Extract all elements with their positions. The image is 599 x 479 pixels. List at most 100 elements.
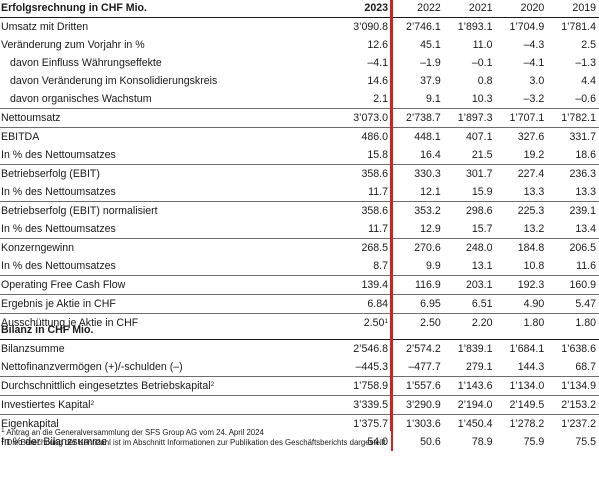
value-cell: –3.2 — [523, 93, 545, 105]
value-cell: 486.0 — [333, 127, 393, 146]
row-label: Betriebserfolg (EBIT) — [0, 164, 333, 183]
value-cell: 2’194.0 — [443, 395, 496, 415]
value-cell: 1’450.4 — [443, 414, 496, 433]
table-row: Nettofinanzvermögen (+)/-schulden (–) –44… — [0, 358, 599, 377]
value-cell: 236.3 — [547, 164, 599, 183]
value-cell: 116.9 — [392, 275, 444, 295]
table-row: Operating Free Cash Flow 139.4 116.9 203.1 1… — [0, 275, 599, 295]
value-cell: –1.3 — [575, 57, 596, 69]
value-cell: 1’897.3 — [443, 108, 496, 128]
value-cell: 54.0 — [333, 433, 393, 451]
value-cell: 78.9 — [471, 436, 493, 448]
row-label: Nettoumsatz — [0, 108, 333, 128]
value-cell: 21.5 — [471, 149, 493, 161]
value-cell: 2’153.2 — [547, 395, 599, 415]
table-row: Durchschnittlich eingesetztes Betriebska… — [0, 376, 599, 396]
year-header-2022: 2022 — [392, 0, 444, 18]
value-cell: 1’143.6 — [443, 376, 496, 396]
value-cell: 1’758.9 — [333, 376, 393, 396]
value-cell: 160.9 — [547, 275, 599, 295]
value-cell: 1’134.0 — [495, 376, 548, 396]
table-row: Ergebnis je Aktie in CHF 6.84 6.95 6.51 4.90… — [0, 294, 599, 314]
value-cell: 279.1 — [465, 361, 493, 373]
value-cell: 12.1 — [420, 186, 441, 198]
value-cell: 15.9 — [471, 186, 493, 198]
value-cell: –0.6 — [575, 93, 596, 105]
balance-sheet-table: Bilanz in CHF Mio. Bilanzsumme 2’546.8 2’5… — [0, 322, 599, 451]
value-cell: 12.9 — [420, 223, 441, 235]
row-label: In % des Nettoumsatzes — [1, 260, 116, 272]
value-cell: 270.6 — [392, 238, 444, 257]
value-cell: 2’574.2 — [405, 343, 441, 355]
value-cell: 225.3 — [495, 201, 548, 220]
value-cell: –0.1 — [471, 57, 493, 69]
value-cell: 68.7 — [575, 361, 596, 373]
value-cell: 2’149.5 — [495, 395, 548, 415]
value-cell: 1’707.1 — [495, 108, 548, 128]
table-row: In % der Bilanzsumme 54.0 50.6 78.9 75.9 75.5 — [0, 433, 599, 451]
value-cell: –4.1 — [333, 54, 393, 72]
value-cell: 358.6 — [333, 164, 393, 183]
value-cell: 2’738.7 — [392, 108, 444, 128]
value-cell: 11.7 — [333, 220, 393, 239]
table-row: Eigenkapital 1’375.7 1’303.6 1’450.4 1’278.2… — [0, 414, 599, 433]
value-cell: 353.2 — [392, 201, 444, 220]
value-cell: 1’893.1 — [457, 21, 493, 33]
value-cell: 331.7 — [547, 127, 599, 146]
value-cell: 1’237.2 — [547, 414, 599, 433]
balance-section-title: Bilanz in CHF Mio. — [0, 322, 333, 340]
value-cell: 0.8 — [477, 75, 493, 87]
value-cell: 1’638.6 — [561, 343, 596, 355]
value-cell: 6.95 — [392, 294, 444, 314]
value-cell: 8.7 — [333, 257, 393, 276]
footnote-1: 1 Antrag an die Generalversammlung der S… — [1, 427, 264, 437]
value-cell: 203.1 — [443, 275, 496, 295]
income-header-row: Erfolgsrechnung in CHF Mio. 2023 2022 20… — [0, 0, 599, 18]
row-label: In % des Nettoumsatzes — [1, 149, 116, 161]
table-row: Konzerngewinn 268.5 270.6 248.0 184.8 206.5 — [0, 238, 599, 257]
value-cell: –4.3 — [523, 39, 545, 51]
value-cell: 13.4 — [575, 223, 596, 235]
value-cell: 227.4 — [495, 164, 548, 183]
balance-header-row: Bilanz in CHF Mio. — [0, 322, 599, 340]
value-cell: 184.8 — [495, 238, 548, 257]
table-row: Investiertes Kapital2 3’339.5 3’290.9 2’194… — [0, 395, 599, 415]
value-cell: 1’375.7 — [333, 414, 393, 433]
footnotes: 1 Antrag an die Generalversammlung der S… — [1, 427, 386, 448]
row-label: davon Veränderung im Konsolidierungskrei… — [10, 75, 218, 87]
value-cell: 13.2 — [523, 223, 545, 235]
row-label: Umsatz mit Dritten — [1, 21, 89, 33]
value-cell: 206.5 — [547, 238, 599, 257]
row-label: Operating Free Cash Flow — [0, 275, 333, 295]
value-cell: 12.6 — [333, 36, 393, 54]
value-cell: 11.7 — [333, 183, 393, 202]
value-cell: 19.2 — [523, 149, 545, 161]
value-cell: 4.90 — [495, 294, 548, 314]
row-label: Ergebnis je Aktie in CHF — [0, 294, 333, 314]
value-cell: 1’684.1 — [509, 343, 545, 355]
value-cell: 239.1 — [547, 201, 599, 220]
value-cell: 192.3 — [495, 275, 548, 295]
value-cell: –1.9 — [420, 57, 441, 69]
value-cell: 1’781.4 — [561, 21, 596, 33]
value-cell: 3’073.0 — [333, 108, 393, 128]
value-cell: 1’557.6 — [392, 376, 444, 396]
table-row: Veränderung zum Vorjahr in % 12.6 45.1 11.0… — [0, 36, 599, 54]
table-row: Betriebserfolg (EBIT) normalisiert 358.6 3… — [0, 201, 599, 220]
row-label: Bilanzsumme — [1, 343, 65, 355]
income-section-title: Erfolgsrechnung in CHF Mio. — [0, 0, 333, 18]
row-label: In % der Bilanzsumme — [1, 436, 107, 448]
table-row: In % des Nettoumsatzes 11.7 12.9 15.7 13.2 13… — [0, 220, 599, 239]
value-cell: 6.84 — [333, 294, 393, 314]
current-year-marker-line — [390, 0, 392, 431]
value-cell: –4.1 — [523, 57, 545, 69]
value-cell: 298.6 — [443, 201, 496, 220]
row-label: Eigenkapital — [0, 414, 333, 433]
value-cell: –477.7 — [408, 361, 441, 373]
value-cell: 50.6 — [420, 436, 441, 448]
table-row: davon Einfluss Währungseffekte –4.1 –1.9 –0… — [0, 54, 599, 72]
value-cell: 6.51 — [443, 294, 496, 314]
table-row: Umsatz mit Dritten 3’090.8 2’746.1 1’893.1 1… — [0, 17, 599, 36]
row-label: In % des Nettoumsatzes — [1, 186, 116, 198]
